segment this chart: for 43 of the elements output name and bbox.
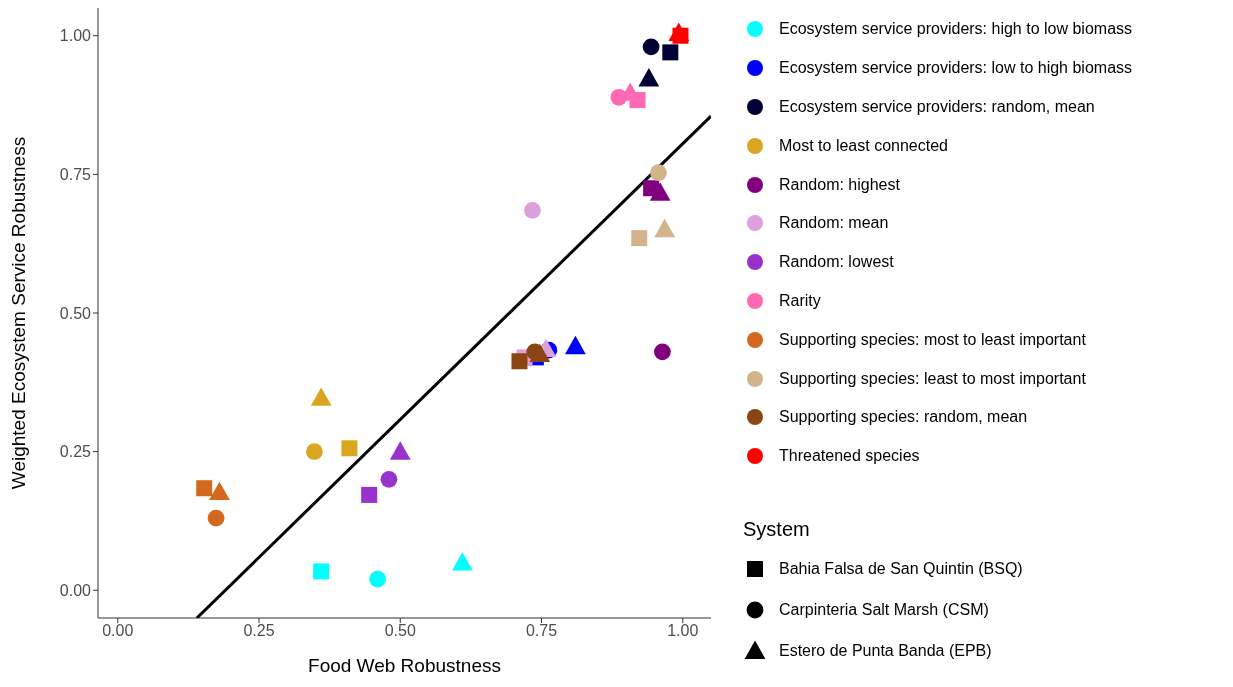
x-tick-label: 1.00 [667, 622, 699, 640]
x-axis-title: Food Web Robustness [308, 655, 501, 676]
point [369, 570, 387, 588]
point [524, 202, 541, 219]
y-tick-label: 0.75 [59, 166, 92, 184]
legend-label: Bahia Falsa de San Quintin (BSQ) [779, 560, 1023, 579]
x-tick-label: 0.25 [243, 622, 275, 640]
legend-label: Supporting species: least to most important [779, 369, 1086, 388]
legend-label: Carpinteria Salt Marsh (CSM) [779, 601, 989, 620]
legend-label: Random: lowest [779, 253, 894, 272]
legend-label: Supporting species: random, mean [779, 408, 1028, 427]
point [305, 443, 323, 461]
legend-label: Most to least connected [779, 136, 948, 155]
point [662, 44, 679, 61]
point [207, 509, 225, 527]
point [654, 343, 671, 361]
legend-label: Estero de Punta Banda (EPB) [779, 642, 992, 661]
point [341, 440, 358, 457]
point [196, 480, 213, 497]
point [313, 563, 330, 580]
point [361, 486, 378, 503]
y-axis-title: Weighted Ecosystem Service Robustness [7, 136, 29, 490]
legend-label: Ecosystem service providers: low to high biomass [779, 59, 1133, 78]
x-tick-label: 0.75 [525, 622, 558, 640]
point [631, 230, 648, 247]
legend-title: System [743, 517, 811, 541]
point [511, 353, 528, 370]
y-tick-label: 0.00 [59, 581, 92, 599]
point [642, 38, 660, 56]
legend-label: Supporting species: most to least important [779, 330, 1086, 349]
point [380, 470, 398, 488]
y-tick-label: 1.00 [59, 27, 92, 45]
legend-label: Random: highest [779, 175, 900, 194]
x-tick-label: 0.50 [384, 622, 416, 640]
legend-label: Rarity [779, 291, 821, 310]
legend-label: Ecosystem service providers: random, mean [779, 97, 1095, 116]
legend-label: Threatened species [779, 447, 920, 466]
y-tick-label: 0.25 [59, 443, 92, 461]
point [650, 164, 667, 182]
legend-label: Ecosystem service providers: high to low biomass [779, 20, 1133, 39]
legend-label: Random: mean [779, 214, 889, 233]
y-tick-label: 0.50 [59, 304, 92, 322]
x-tick-label: 0.00 [102, 622, 134, 640]
